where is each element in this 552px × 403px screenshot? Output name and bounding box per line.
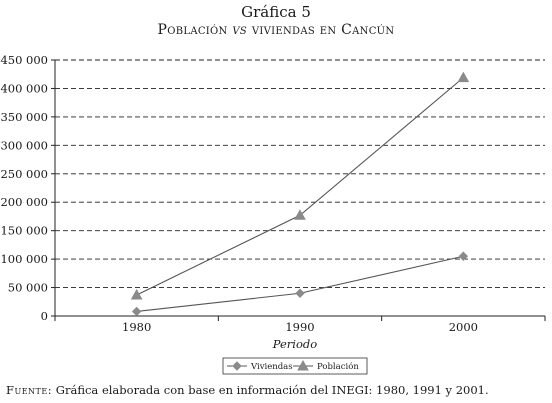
data-point-poblacion: [130, 288, 143, 300]
y-tick-label: 250 000: [0, 167, 48, 181]
y-tick-label: 400 000: [0, 81, 48, 95]
series-line-poblacion: [136, 77, 464, 296]
y-tick-label: 100 000: [0, 252, 48, 266]
x-axis-label: Periodo: [272, 337, 317, 351]
subtitle-vs: vs: [232, 22, 248, 38]
legend-marker-poblacion: [297, 359, 309, 371]
source-text: Gráfica elaborada con base en informació…: [52, 383, 489, 397]
data-point-viviendas: [131, 306, 142, 317]
y-tick-label: 50 000: [8, 281, 48, 295]
source-label: Fuente:: [6, 383, 53, 397]
y-tick-label: 350 000: [0, 110, 48, 124]
chart-subtitle: Población vs viviendas en Cancún: [0, 22, 552, 38]
legend-label-viviendas: Viviendas: [250, 362, 293, 372]
legend-marker-viviendas: [232, 361, 242, 371]
x-tick-label: 1980: [122, 320, 151, 334]
y-tick-label: 200 000: [0, 195, 48, 209]
y-tick-label: 0: [41, 309, 48, 323]
data-point-viviendas: [458, 251, 469, 261]
y-tick-label: 300 000: [0, 138, 48, 152]
data-point-poblacion: [457, 71, 470, 83]
series-line-viviendas: [136, 255, 464, 312]
subtitle-part-2: viviendas en Cancún: [247, 22, 395, 38]
data-point-poblacion: [294, 209, 306, 220]
data-point-viviendas: [295, 288, 305, 298]
y-tick-label: 150 000: [0, 224, 48, 238]
legend-label-poblacion: Población: [317, 361, 359, 372]
chart-title: Gráfica 5: [241, 3, 311, 21]
source-note: Fuente: Gráfica elaborada con base en in…: [6, 383, 489, 397]
x-tick-label: 2000: [449, 320, 478, 334]
y-tick-label: 450 000: [0, 53, 48, 67]
subtitle-part-1: Población: [157, 22, 233, 38]
x-tick-label: 1990: [285, 320, 314, 334]
